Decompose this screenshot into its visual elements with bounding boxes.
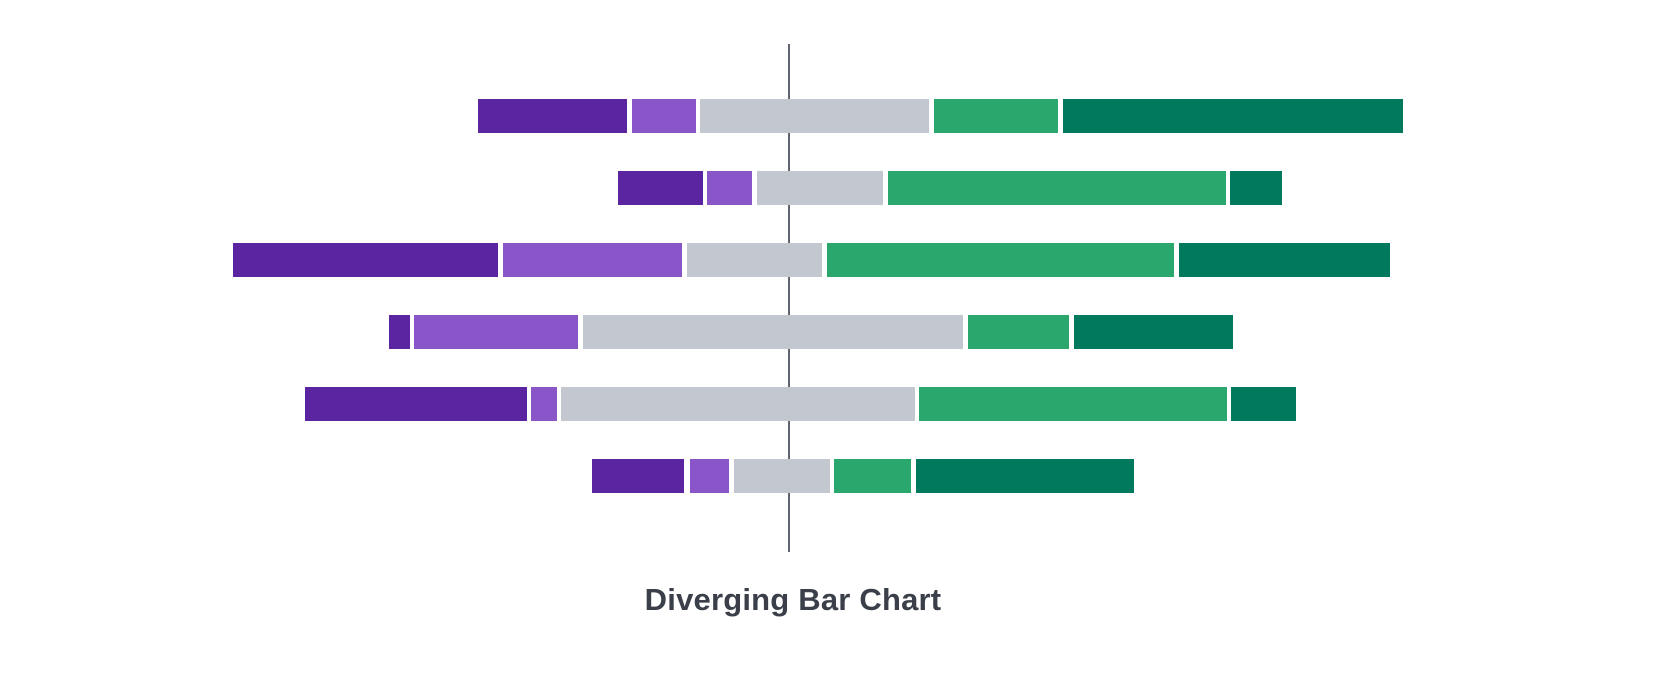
bar-segment-dark-green xyxy=(1231,387,1296,421)
bar-segment-dark-purple xyxy=(305,387,527,421)
bar-segment-dark-purple xyxy=(592,459,684,493)
bar-segment-dark-green xyxy=(1063,99,1403,133)
bar-segment-neutral-gray xyxy=(757,171,883,205)
bar-segment-neutral-gray xyxy=(583,315,963,349)
bar-segment-medium-green xyxy=(834,459,911,493)
bar-segment-medium-purple xyxy=(707,171,752,205)
bar-segment-dark-purple xyxy=(389,315,410,349)
bar-segment-dark-green xyxy=(916,459,1134,493)
bar-segment-medium-green xyxy=(827,243,1174,277)
bar-segment-dark-green xyxy=(1230,171,1282,205)
bar-segment-medium-purple xyxy=(414,315,578,349)
bar-segment-neutral-gray xyxy=(561,387,915,421)
bar-segment-dark-purple xyxy=(233,243,498,277)
bar-segment-dark-green xyxy=(1179,243,1390,277)
chart-title: Diverging Bar Chart xyxy=(644,582,942,617)
bar-segment-medium-green xyxy=(934,99,1058,133)
bar-segment-dark-purple xyxy=(618,171,703,205)
bar-segment-medium-purple xyxy=(503,243,682,277)
bar-segment-dark-purple xyxy=(478,99,627,133)
bar-segment-medium-purple xyxy=(531,387,557,421)
bar-segment-medium-green xyxy=(888,171,1226,205)
bar-segment-dark-green xyxy=(1074,315,1233,349)
bar-segment-medium-purple xyxy=(632,99,696,133)
bar-segment-medium-green xyxy=(919,387,1227,421)
bar-segment-neutral-gray xyxy=(700,99,929,133)
zero-axis-line xyxy=(788,44,790,552)
bar-segment-medium-purple xyxy=(690,459,729,493)
bar-segment-medium-green xyxy=(968,315,1069,349)
bar-segment-neutral-gray xyxy=(734,459,830,493)
bar-segment-neutral-gray xyxy=(687,243,822,277)
